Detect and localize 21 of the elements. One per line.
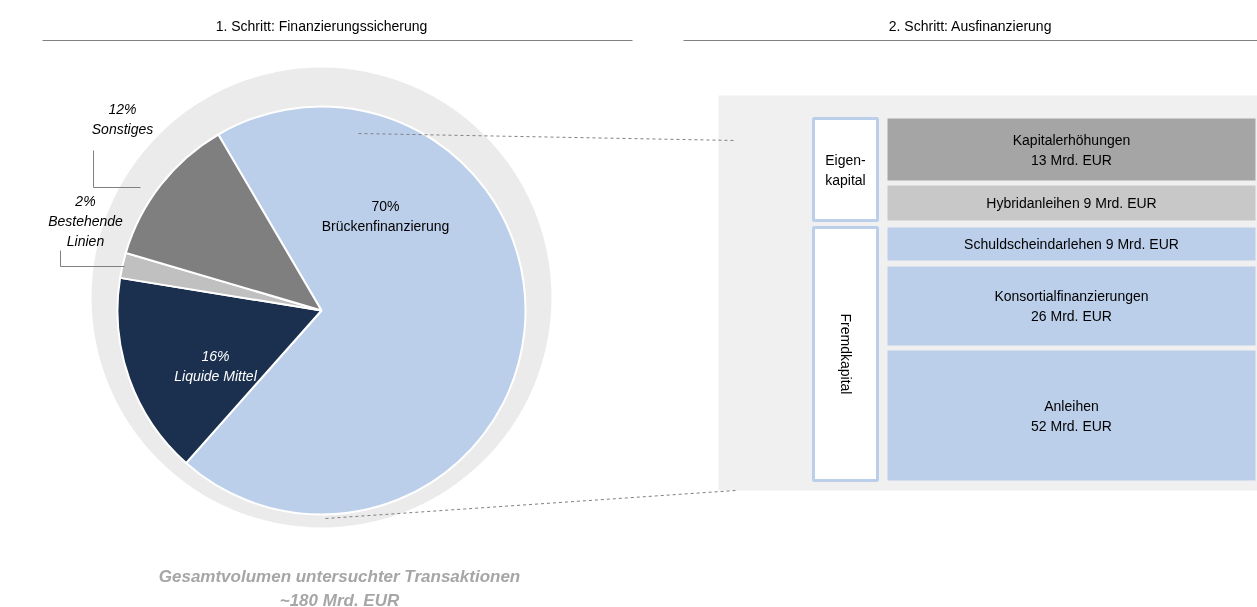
text: Eigen- kapital bbox=[825, 151, 867, 188]
chart-title: 1. Schritt: Finanzierungssicherung bbox=[215, 17, 428, 34]
category-label: Kapitalerhöhungen bbox=[1012, 131, 1131, 148]
text: 52 Mrd. EUR bbox=[1031, 417, 1112, 434]
category-label: Schuldscheindarlehen 9 Mrd. EUR bbox=[964, 236, 1179, 252]
slice-label: Sonstiges bbox=[91, 120, 154, 137]
slice-label: Brückenfinanzierung bbox=[321, 217, 450, 234]
data-label: 16% bbox=[201, 347, 230, 364]
category-label: Anleihen bbox=[1044, 397, 1099, 414]
text: Gesamtvolumen untersuchter Transaktionen ~180 Mrd. EUR bbox=[158, 567, 521, 607]
data-label: 12% bbox=[108, 100, 137, 117]
category-label: Konsortialfinanzierungen bbox=[994, 288, 1149, 304]
category-label: Hybridanleihen 9 Mrd. EUR bbox=[986, 195, 1157, 211]
slice-label: Liquide Mittel bbox=[174, 367, 258, 384]
data-label: 70% bbox=[371, 197, 400, 214]
text: 26 Mrd. EUR bbox=[1031, 308, 1112, 324]
text: 13 Mrd. EUR bbox=[1031, 151, 1112, 168]
text: 2. Schritt: Ausfinanzierung bbox=[888, 17, 1052, 34]
data-label: 2% bbox=[74, 192, 96, 209]
text: Fremdkapital bbox=[837, 313, 854, 395]
slice-label: Bestehende Linien bbox=[48, 212, 124, 249]
